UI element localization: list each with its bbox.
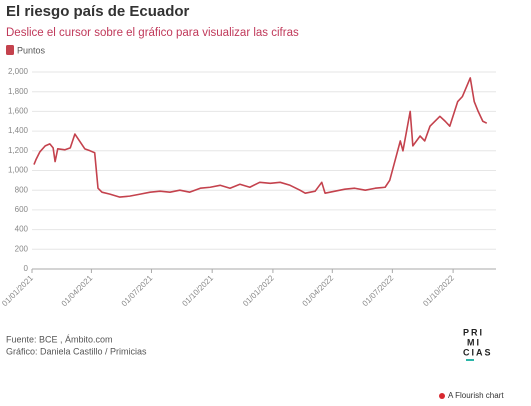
y-tick-label: 1,800 [8, 87, 29, 96]
y-tick-label: 200 [15, 244, 29, 253]
y-tick-label: 400 [15, 225, 29, 234]
flourish-icon [439, 393, 445, 399]
y-tick-label: 600 [15, 205, 29, 214]
x-tick-label: 01/04/2022 [301, 273, 336, 308]
logo-line: PRI [463, 327, 484, 337]
y-tick-label: 1,400 [8, 126, 29, 135]
chart-subtitle: Deslice el cursor sobre el gráfico para … [6, 27, 299, 39]
y-tick-label: 1,000 [8, 166, 29, 175]
logo-line: MI [467, 337, 481, 347]
legend-label: Puntos [17, 45, 46, 55]
y-tick-label: 1,200 [8, 146, 29, 155]
x-tick-label: 01/10/2021 [180, 273, 215, 308]
x-tick-label: 01/01/2022 [241, 273, 276, 308]
logo-line: CIAS [463, 347, 493, 357]
y-tick-label: 2,000 [8, 67, 29, 76]
x-tick-label: 01/07/2021 [120, 273, 155, 308]
chart-title: El riesgo país de Ecuador [6, 3, 190, 20]
credit: Gráfico: Daniela Castillo / Primicias [6, 346, 147, 356]
x-tick-label: 01/10/2022 [421, 273, 456, 308]
y-tick-label: 1,600 [8, 107, 29, 116]
y-tick-label: 800 [15, 185, 29, 194]
source: Fuente: BCE , Ámbito.com [6, 334, 113, 344]
legend-swatch [6, 45, 14, 55]
x-tick-label: 01/01/2021 [0, 273, 35, 308]
y-tick-label: 0 [24, 264, 29, 273]
line [33, 77, 488, 198]
x-tick-label: 01/07/2022 [361, 273, 396, 308]
x-tick-label: 01/04/2021 [60, 273, 95, 308]
footer: A Flourish chart [448, 391, 504, 400]
